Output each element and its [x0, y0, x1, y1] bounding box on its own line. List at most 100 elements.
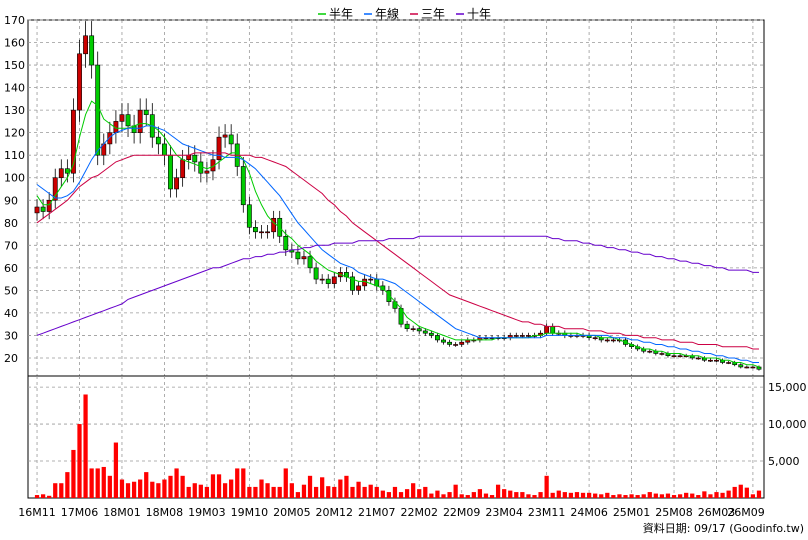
- volume-bar: [690, 493, 695, 498]
- price-panel: [27, 19, 765, 377]
- candle-body: [325, 278, 331, 284]
- price-tick-label: 20: [4, 352, 18, 365]
- volume-bar: [411, 483, 416, 498]
- legend-item: 半年: [329, 7, 353, 21]
- candle-body: [726, 362, 732, 364]
- volume-bar: [216, 474, 222, 498]
- volume-bar: [125, 483, 131, 498]
- volume-bar: [732, 486, 737, 498]
- candle-body: [447, 341, 452, 345]
- candle-body: [659, 353, 665, 355]
- price-tick-label: 40: [4, 307, 18, 320]
- price-tick-label: 120: [4, 127, 25, 140]
- candle-body: [168, 154, 173, 190]
- volume-bar: [229, 479, 234, 498]
- volume-bar: [144, 472, 149, 498]
- candle-body: [453, 344, 459, 346]
- candle-body: [46, 199, 52, 212]
- price-tick-label: 150: [4, 59, 25, 72]
- volume-bar: [150, 481, 155, 498]
- price-tick-label: 80: [4, 217, 18, 230]
- x-tick-label: 19M03: [188, 506, 226, 519]
- candle-body: [368, 278, 374, 281]
- volume-bar: [89, 468, 94, 498]
- candle-body: [95, 64, 101, 156]
- candle-body: [356, 285, 361, 291]
- legend-item: 三年: [421, 7, 445, 21]
- candle-body: [708, 359, 713, 362]
- volume-bar: [647, 492, 652, 498]
- volume-bar: [574, 492, 580, 498]
- volume-bar: [459, 494, 464, 498]
- x-tick-label: 23M11: [528, 506, 566, 519]
- ma-line-ma_3y: [36, 152, 759, 350]
- volume-bar: [386, 492, 392, 498]
- volume-bar: [398, 492, 404, 498]
- candle-body: [143, 109, 149, 115]
- volume-bar: [599, 494, 604, 498]
- candle-body: [519, 335, 525, 337]
- price-tick-label: 170: [4, 14, 25, 27]
- volume-bar: [605, 492, 610, 498]
- candle-body: [331, 276, 337, 284]
- volume-bar: [404, 489, 410, 498]
- volume-bar: [562, 492, 567, 498]
- price-tick-label: 140: [4, 82, 25, 95]
- volume-bar: [417, 489, 422, 498]
- candle-body: [750, 366, 756, 369]
- ma-line-ma_year: [36, 125, 759, 363]
- candle-body: [313, 267, 319, 280]
- candle-body: [271, 217, 277, 233]
- volume-bar: [313, 486, 319, 498]
- volume-bar: [702, 491, 707, 498]
- volume-bar: [495, 484, 501, 498]
- candle-body: [441, 339, 446, 343]
- candle-body: [350, 276, 355, 291]
- price-tick-label: 60: [4, 262, 18, 275]
- volume-bar: [320, 477, 325, 498]
- volume-bar: [502, 489, 507, 498]
- candle-body: [119, 114, 125, 122]
- candle-body: [174, 177, 179, 190]
- volume-bar: [526, 494, 531, 498]
- candle-body: [513, 335, 519, 337]
- candle-body: [259, 231, 264, 234]
- x-axis: 16M11 17M06 18M01 18M08 19M03 19M10 20M05 20M12…: [18, 506, 764, 519]
- x-tick-label: 16M11: [18, 506, 56, 519]
- volume-bar: [156, 483, 161, 498]
- candle-body: [301, 256, 307, 260]
- volume-bar: [210, 474, 216, 498]
- candle-body: [307, 256, 313, 269]
- candle-body: [526, 335, 531, 337]
- candle-body: [34, 206, 40, 214]
- volume-bar: [241, 468, 246, 498]
- volume-bar: [113, 442, 119, 498]
- volume-bar: [659, 494, 665, 498]
- candle-body: [89, 35, 95, 66]
- x-tick-label: 26M03: [698, 506, 736, 519]
- x-tick-label: 20M12: [316, 506, 354, 519]
- x-tick-label: 18M08: [146, 506, 184, 519]
- volume-tick-label: 10,000: [768, 418, 807, 431]
- price-axis: 20 30 40 50 60 70 80 90 100 110 120 130 140 150 160 170: [4, 14, 25, 365]
- volume-bar: [289, 483, 294, 498]
- volume-bar: [71, 449, 76, 498]
- volume-bar: [192, 483, 197, 498]
- candle-body: [83, 35, 88, 55]
- candle-body: [40, 206, 46, 212]
- volume-bar: [83, 394, 88, 498]
- volume-bar: [65, 472, 70, 498]
- volume-bar: [356, 481, 361, 498]
- volume-bar: [568, 492, 574, 498]
- volume-bar: [465, 495, 470, 498]
- candle-body: [216, 136, 222, 160]
- volume-bar: [471, 492, 476, 498]
- candle-body: [744, 366, 750, 369]
- x-tick-label: 23M04: [485, 506, 523, 519]
- volume-bar: [611, 495, 616, 498]
- volume-bar: [447, 492, 452, 498]
- volume-bar: [756, 490, 762, 498]
- legend-item: 年線: [375, 6, 399, 21]
- candle-body: [435, 335, 440, 341]
- x-tick-label: 21M07: [358, 506, 396, 519]
